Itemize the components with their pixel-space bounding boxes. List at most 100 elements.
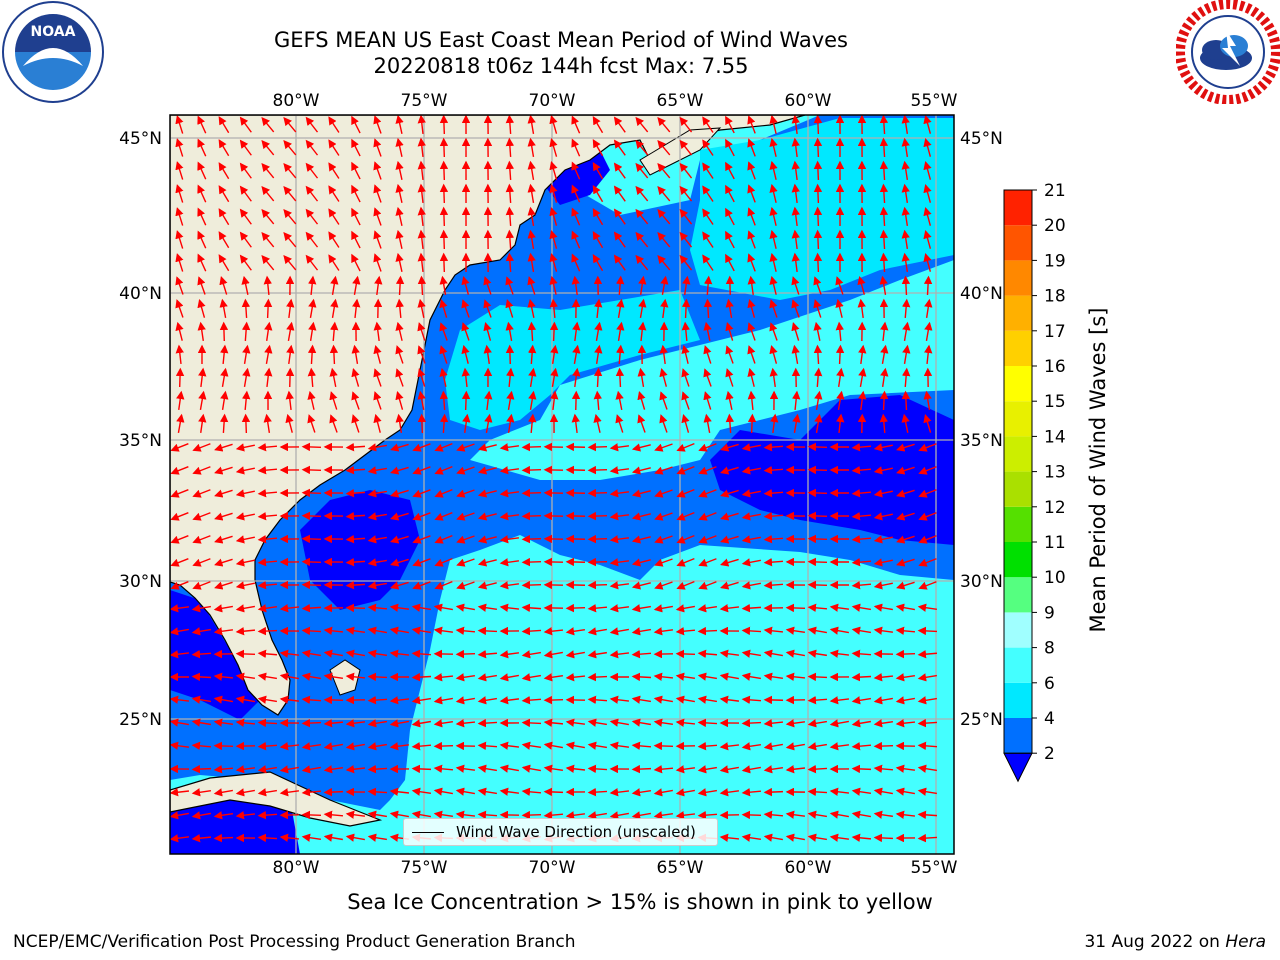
wave-direction-arrow [835,344,845,365]
wave-direction-arrow [301,788,322,797]
wave-direction-arrow [175,138,184,157]
wave-direction-arrow [676,557,695,567]
wave-direction-arrow [461,275,470,295]
wave-direction-arrow [901,252,910,273]
wave-direction-arrow [505,276,514,295]
wave-direction-arrow [836,367,845,388]
wave-direction-arrow [505,344,515,365]
wave-direction-arrow [241,413,251,434]
wave-direction-arrow [191,604,211,613]
wave-direction-arrow [654,443,673,452]
wave-direction-arrow [197,321,206,342]
wave-direction-arrow [565,650,585,659]
wave-direction-arrow [345,742,365,751]
wave-direction-arrow [367,764,388,774]
wave-direction-arrow [239,208,252,225]
wave-direction-arrow [213,833,234,843]
wave-direction-arrow [807,719,827,728]
wave-direction-arrow [702,208,714,225]
chart-subtitle: 20220818 t06z 144h fcst Max: 7.55 [373,54,749,78]
wave-direction-arrow [301,672,321,681]
lon-label-top: 70°W [529,91,576,111]
wave-direction-arrow [505,183,515,204]
footer-credit: NCEP/EMC/Verification Post Processing Pr… [13,932,576,952]
wave-direction-arrow [170,535,189,544]
wave-direction-arrow [235,558,255,567]
wave-direction-arrow [565,764,586,773]
wave-direction-arrow [593,390,603,411]
wave-direction-arrow [264,344,273,364]
wave-direction-arrow [257,718,278,728]
wave-direction-arrow [703,413,712,433]
wave-direction-arrow [367,489,387,498]
wave-direction-arrow [609,695,630,704]
wave-direction-arrow [813,160,823,181]
wave-direction-arrow [175,321,184,341]
wave-direction-arrow [307,367,317,388]
wave-direction-arrow [741,466,761,475]
wave-direction-arrow [901,115,910,135]
colorbar-tick-label: 8 [1044,639,1055,659]
wave-direction-arrow [367,466,387,475]
wave-direction-arrow [660,275,669,295]
wave-direction-arrow [653,627,674,636]
wave-direction-arrow [741,443,761,452]
wave-direction-arrow [616,321,625,341]
wave-direction-arrow [261,185,275,202]
wave-direction-arrow [351,184,361,203]
wave-direction-arrow [763,742,783,751]
wave-direction-arrow [176,413,185,433]
wave-direction-arrow [616,298,625,318]
wave-direction-arrow [697,741,718,751]
wave-direction-arrow [791,160,800,181]
wave-direction-arrow [725,322,734,341]
wave-direction-arrow [257,442,278,452]
wave-direction-arrow [741,649,761,658]
wave-direction-arrow [836,390,845,410]
wave-direction-arrow [835,276,844,295]
wave-direction-arrow [587,603,608,613]
wave-direction-arrow [901,206,910,227]
wave-direction-arrow [873,833,894,843]
colorbar-tick-label: 16 [1044,357,1066,377]
wave-direction-arrow [571,413,580,434]
wave-direction-arrow [813,115,823,135]
wave-direction-arrow [323,719,344,728]
wave-direction-arrow [412,466,431,475]
wave-direction-arrow [257,488,278,498]
wave-direction-arrow [763,511,784,521]
wave-direction-arrow [213,741,234,751]
wave-direction-arrow [235,489,255,498]
map-area [170,115,954,854]
colorbar-segment [1004,506,1032,542]
wave-direction-arrow [257,649,278,659]
wave-direction-arrow [235,718,256,727]
wave-direction-arrow [192,512,211,521]
land-bahamas [329,659,361,696]
wave-direction-arrow [702,139,714,156]
wave-direction-arrow [880,344,889,364]
wave-direction-arrow [725,390,734,410]
wave-direction-arrow [439,390,449,411]
colorbar-tick-label: 17 [1044,322,1066,342]
wave-direction-arrow [484,390,493,411]
wave-direction-arrow [499,512,520,521]
wave-direction-arrow [389,649,410,658]
wave-direction-arrow [615,367,625,388]
sea-ice-note: Sea Ice Concentration > 15% is shown in … [347,890,933,914]
wave-direction-arrow [395,115,404,134]
wave-direction-arrow [769,275,778,295]
wave-direction-arrow [747,230,756,249]
wave-direction-arrow [657,209,671,225]
wave-direction-arrow [283,117,297,133]
wave-direction-arrow [785,719,806,728]
wave-direction-arrow [191,788,212,797]
wave-direction-arrow [873,489,893,498]
wave-direction-arrow [901,275,911,296]
wave-direction-arrow [702,185,714,202]
wave-direction-arrow [675,788,695,797]
wave-direction-arrow [791,322,800,341]
wave-direction-arrow [571,253,581,272]
wave-direction-arrow [659,414,668,433]
wave-direction-arrow [769,183,778,203]
